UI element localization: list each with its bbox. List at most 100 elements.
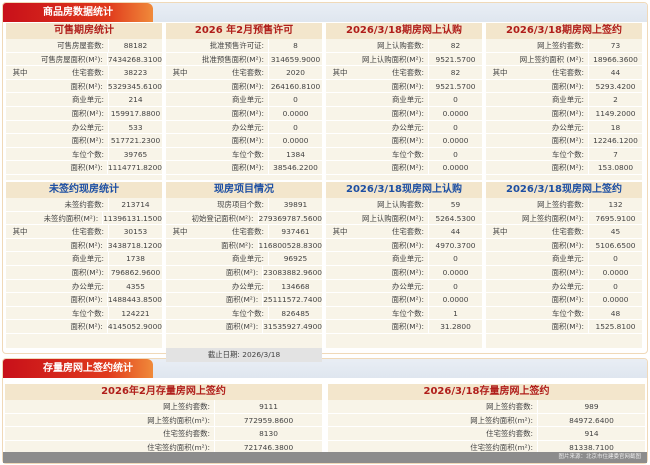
row-prefix [326, 121, 354, 134]
stat-row: 批准预售面积(M²): 314659.9000 [166, 52, 322, 67]
row-value: 18966.3600 [593, 54, 638, 64]
row-prefix [166, 148, 194, 161]
row-value: 134668 [281, 281, 310, 291]
row-prefix [6, 212, 32, 225]
cutoff-date: 截止日期: 2026/3/18 [166, 347, 322, 362]
row-value: 9111 [259, 402, 278, 411]
stat-row: 面积(M²): 116800528.8300 [166, 238, 322, 253]
row-value: 5106.6500 [595, 240, 636, 250]
panel-title: 2026/3/18现房网上签约 [486, 182, 642, 198]
stats-panel: 2026年2月存量房网上签约 网上签约套数: 9111 网上签约面积(m²): 7729… [5, 384, 322, 455]
row-prefix [326, 134, 354, 147]
row-value: 30153 [123, 227, 148, 237]
row-label: 车位个数: [34, 147, 109, 161]
row-label: 住宅套数: [194, 225, 269, 238]
row-label: 办公单元: [194, 279, 269, 293]
row-prefix [166, 53, 194, 66]
row-value: 124221 [121, 308, 150, 318]
row-label: 商业单元: [194, 252, 269, 265]
row-value: 0.0000 [442, 267, 469, 277]
stat-row: 网上签约面积(m²): 84972.6400 [328, 413, 645, 428]
row-label: 面积(M²): [34, 79, 108, 93]
stat-row: 网上签约面积 (M²): 18966.3600 [486, 52, 642, 67]
row-value: 213714 [121, 200, 150, 209]
stats-panel: 现房项目情况 现房项目个数: 39891 初始登记面积(M²): 279369787.5… [166, 182, 322, 362]
stats-panel: 可售期房统计 可售房屋套数: 88182 可售房屋面积(M²): 7434268.310… [6, 23, 162, 180]
stat-row: 网上签约面积(M²): 7695.9100 [486, 211, 642, 226]
stat-row: 批准预售许可证: 8 [166, 39, 322, 53]
stat-row: 商业单元: 96925 [166, 252, 322, 266]
panel-title: 2026 年2月预售许可 [166, 23, 322, 39]
row-label: 面积(M²): [354, 134, 429, 147]
row-prefix [166, 239, 191, 252]
row-label: 商业单元: [354, 93, 429, 106]
stats-panel: 2026/3/18期房网上签约 网上签约套数: 73 网上签约面积 (M²): 1896… [486, 23, 642, 180]
row-label: 办公单元: [34, 279, 109, 293]
row-prefix [6, 53, 34, 66]
stats-panel: 2026/3/18现房网上签约 网上签约套数: 132 网上签约面积(M²): 7695… [486, 182, 642, 348]
row-value: 7 [613, 149, 618, 159]
row-prefix: 其中 [12, 227, 28, 237]
row-label: 商业单元: [514, 93, 589, 106]
row-prefix [6, 280, 34, 293]
section-tabbar: 商品房数据统计 [3, 3, 647, 22]
row-label: 未签约套数: [34, 198, 109, 211]
stat-row: 面积(M²): 31535927.4900 [166, 320, 322, 334]
row-value: 314659.9000 [270, 54, 321, 64]
row-value: 0 [293, 95, 298, 105]
row-label: 面积(M²): [34, 293, 108, 306]
section-tab-stock-housing[interactable]: 存量房网上签约统计 [3, 359, 153, 378]
stat-row: 车位个数: 1384 [166, 147, 322, 162]
stat-row: 其中 住宅套数: 38223 [6, 66, 162, 80]
row-prefix [326, 293, 354, 306]
row-label: 面积(M²): [514, 265, 589, 279]
row-prefix [486, 280, 514, 293]
stat-row: 面积(M²): 1114771.8200 [6, 161, 162, 175]
stat-row: 未签约套数: 213714 [6, 198, 162, 212]
row-label: 车位个数: [354, 147, 429, 161]
row-prefix [486, 39, 514, 52]
row-value: 0.0000 [282, 108, 309, 118]
row-prefix: 其中 [332, 68, 348, 78]
stat-row: 办公单元: 533 [6, 120, 162, 135]
row-prefix [166, 198, 194, 211]
panel-title: 2026年2月存量房网上签约 [5, 384, 322, 400]
row-label: 网上签约套数: [5, 400, 215, 413]
panel-title: 未签约现房统计 [6, 182, 162, 198]
row-label: 面积(M²): [192, 265, 264, 279]
stat-row: 面积(M²): 0.0000 [326, 106, 482, 121]
stat-row: 其中 住宅套数: 937461 [166, 225, 322, 239]
row-label: 网上签约套数: [514, 39, 589, 52]
panel-title: 2026/3/18期房网上认购 [326, 23, 482, 39]
stat-row: 面积(M²): 159917.8800 [6, 106, 162, 121]
row-prefix: 其中 [492, 68, 508, 78]
stat-row: 可售房屋面积(M²): 7434268.3100 [6, 52, 162, 67]
row-label: 办公单元: [194, 120, 269, 134]
row-label: 车位个数: [194, 147, 269, 161]
stat-row: 办公单元: 0 [326, 279, 482, 294]
row-label: 网上签约面积 (M²): [514, 52, 589, 66]
stat-row: 其中 住宅套数: 44 [326, 225, 482, 239]
row-value: 279369787.5600 [258, 213, 322, 223]
section-tab-new-housing[interactable]: 商品房数据统计 [3, 3, 153, 22]
row-label: 车位个数: [34, 306, 109, 320]
row-value: 0.0000 [442, 108, 469, 118]
row-prefix [166, 121, 194, 134]
row-value: 59 [450, 200, 461, 209]
row-prefix [6, 148, 34, 161]
stat-row: 网上签约套数: 989 [328, 400, 645, 414]
row-value: 914 [584, 429, 599, 439]
row-value: 937461 [281, 227, 310, 237]
row-label: 住宅签约面积(m²): [5, 440, 215, 454]
row-prefix [326, 280, 354, 293]
row-prefix [486, 320, 514, 333]
row-prefix [326, 80, 354, 93]
row-value: 0 [453, 149, 458, 159]
row-prefix [486, 134, 514, 147]
row-label: 办公单元: [354, 120, 429, 134]
row-label: 面积(M²): [354, 106, 429, 120]
row-value: 1114771.8200 [107, 163, 162, 173]
row-label: 批准预售面积(M²): [194, 52, 269, 66]
stat-row: 车位个数: 1 [326, 306, 482, 321]
stat-row: 商业单元: 1738 [6, 252, 162, 266]
